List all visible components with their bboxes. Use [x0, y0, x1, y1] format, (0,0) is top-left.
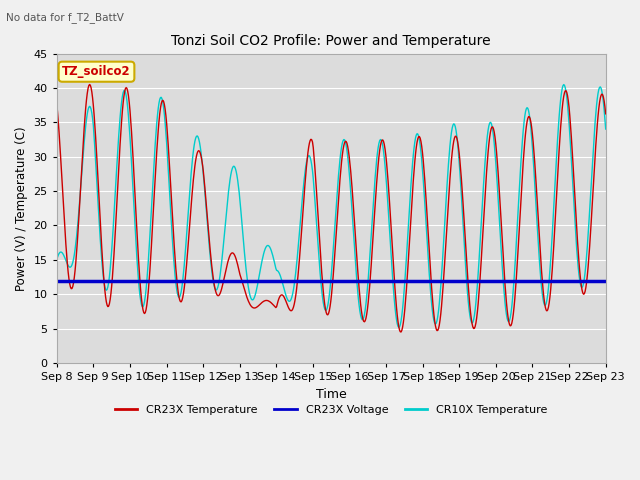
CR10X Temperature	[395, 324, 403, 330]
CR23X Temperature	[63, 252, 70, 258]
CR23X Temperature	[86, 82, 93, 87]
CR10X Temperature	[560, 82, 568, 87]
CR23X Voltage	[414, 277, 422, 283]
CR10X Temperature	[53, 257, 61, 263]
CR23X Temperature	[176, 297, 184, 303]
Legend: CR23X Temperature, CR23X Voltage, CR10X Temperature: CR23X Temperature, CR23X Voltage, CR10X …	[111, 400, 552, 420]
CR23X Temperature	[205, 230, 212, 236]
CR10X Temperature	[399, 306, 406, 312]
CR23X Voltage	[398, 277, 406, 283]
CR23X Temperature	[399, 320, 407, 325]
Text: TZ_soilco2: TZ_soilco2	[62, 65, 131, 78]
CR23X Voltage	[175, 277, 182, 283]
CR23X Voltage	[63, 277, 70, 283]
CR10X Temperature	[63, 259, 70, 265]
CR10X Temperature	[175, 294, 182, 300]
CR23X Temperature	[415, 133, 423, 139]
CR10X Temperature	[119, 90, 127, 96]
CR23X Temperature	[53, 100, 61, 106]
CR23X Voltage	[602, 277, 609, 283]
Title: Tonzi Soil CO2 Profile: Power and Temperature: Tonzi Soil CO2 Profile: Power and Temper…	[172, 34, 491, 48]
CR10X Temperature	[602, 126, 609, 132]
Line: CR23X Temperature: CR23X Temperature	[57, 84, 605, 332]
CR23X Voltage	[53, 277, 61, 283]
CR10X Temperature	[415, 133, 422, 139]
CR23X Voltage	[119, 277, 127, 283]
CR23X Temperature	[120, 94, 128, 99]
CR23X Voltage	[204, 277, 212, 283]
Text: No data for f_T2_BattV: No data for f_T2_BattV	[6, 12, 124, 23]
CR10X Temperature	[204, 227, 212, 233]
Line: CR10X Temperature: CR10X Temperature	[57, 84, 605, 327]
X-axis label: Time: Time	[316, 388, 347, 401]
Y-axis label: Power (V) / Temperature (C): Power (V) / Temperature (C)	[15, 126, 28, 290]
CR23X Temperature	[397, 329, 405, 335]
CR23X Temperature	[602, 111, 609, 117]
